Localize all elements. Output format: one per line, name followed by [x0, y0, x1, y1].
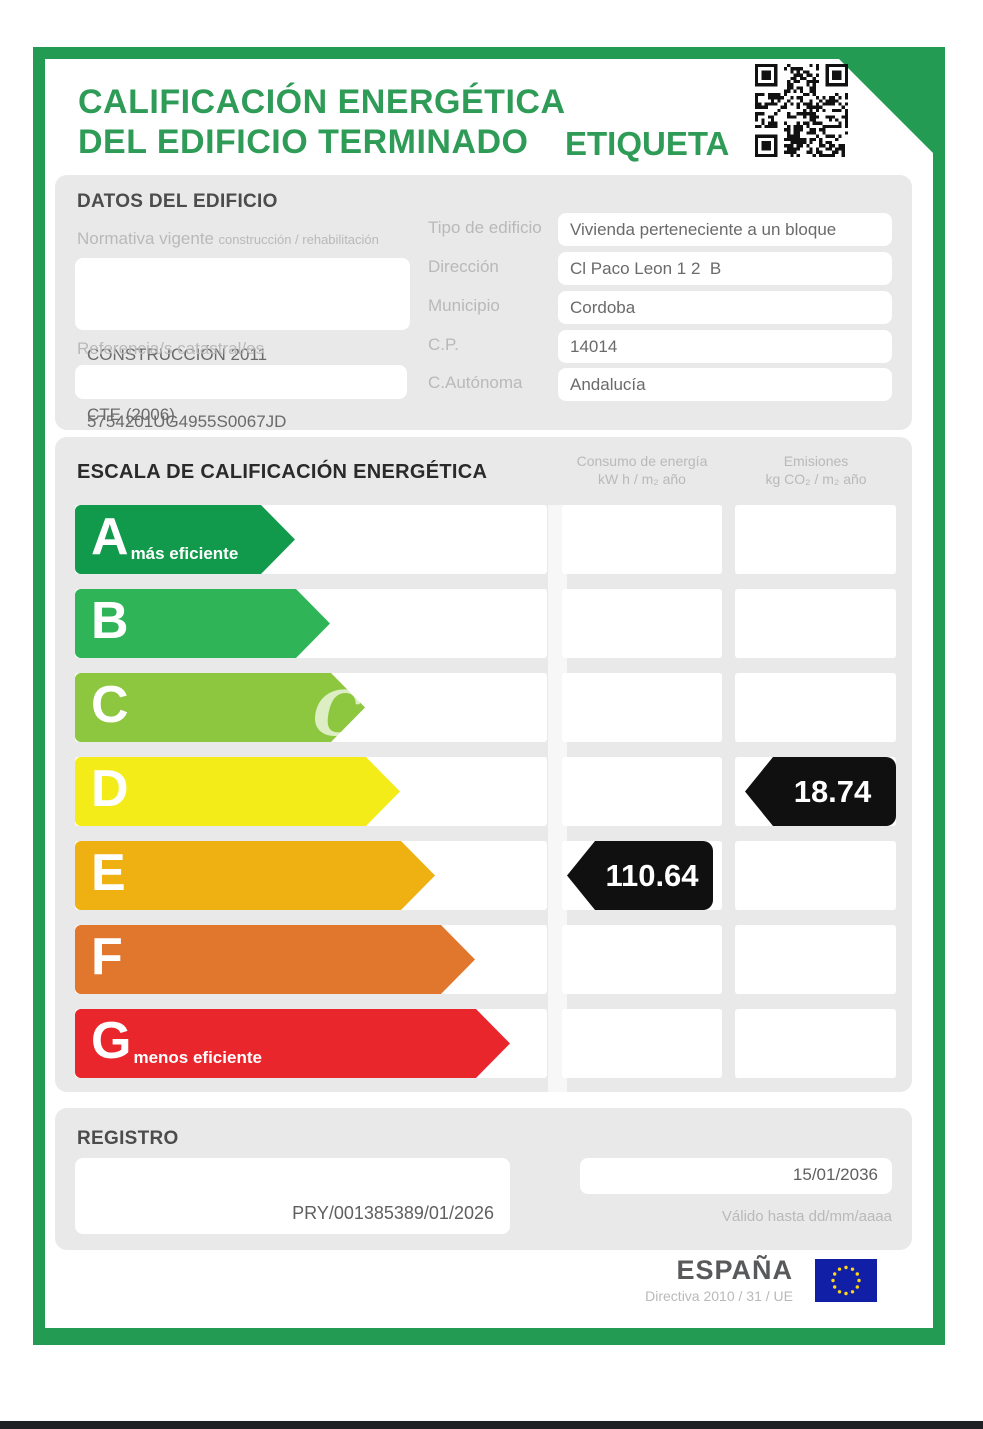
- valid-until-date: 15/01/2036: [792, 1165, 878, 1184]
- field-label-direccion: Dirección: [428, 257, 499, 276]
- scale-row-e: E 110.64: [55, 841, 912, 910]
- rating-bar-c: C: [75, 673, 365, 742]
- scale-section-title: ESCALA DE CALIFICACIÓN ENERGÉTICA: [77, 461, 488, 483]
- scale-row-d: D 18.74: [55, 757, 912, 826]
- referencia-label: Referencia/s catastral/es: [77, 339, 265, 358]
- field-value-municipio: Cordoba: [558, 291, 892, 324]
- rating-bar-f: F: [75, 925, 475, 994]
- footer-country-block: ESPAÑA Directiva 2010 / 31 / UE: [645, 1255, 793, 1304]
- registry-section-title: REGISTRO: [77, 1128, 179, 1149]
- rating-bar-d: D: [75, 757, 400, 826]
- emisiones-column-header: Emisiones kg CO₂ / m₂ año: [765, 453, 867, 487]
- registry-number-box: PRY/001385389/01/2026: [75, 1158, 510, 1234]
- building-section-title: DATOS DEL EDIFICIO: [77, 191, 278, 212]
- qr-code-icon: [755, 64, 848, 157]
- bottom-black-bar: [0, 1421, 983, 1429]
- normativa-label: Normativa vigente: [77, 229, 215, 248]
- rating-bar-b: B: [75, 589, 330, 658]
- field-value-cp: 14014: [558, 330, 892, 363]
- normativa-sublabel: construcción / rehabilitación: [218, 232, 379, 247]
- registry-number: PRY/001385389/01/2026: [292, 1203, 494, 1223]
- page-title-line1: CALIFICACIÓN ENERGÉTICA: [78, 83, 566, 121]
- field-label-cp: C.P.: [428, 335, 459, 354]
- consumo-value-badge: 110.64: [567, 841, 713, 910]
- normativa-value-box: CONSTRUCCIÓN 2011 CTE (2006): [75, 258, 410, 424]
- country-label: ESPAÑA: [676, 1255, 793, 1285]
- rating-bar-e: E: [75, 841, 435, 910]
- energy-scale-panel: ESCALA DE CALIFICACIÓN ENERGÉTICA Consum…: [55, 437, 912, 1146]
- certificate-frame: CALIFICACIÓN ENERGÉTICA DEL EDIFICIO TER…: [33, 47, 945, 1345]
- field-label-cautonoma: C.Autónoma: [428, 373, 523, 392]
- referencia-value: 5754201UG4955S0067JD: [87, 412, 287, 431]
- scale-row-b: B: [55, 589, 912, 658]
- field-value-cautonoma: Andalucía: [558, 368, 892, 401]
- field-label-tipo: Tipo de edificio: [428, 218, 542, 237]
- referencia-value-box: 5754201UG4955S0067JD: [75, 365, 407, 431]
- valid-until-label: Válido hasta dd/mm/aaaa: [721, 1208, 892, 1225]
- building-data-panel: DATOS DEL EDIFICIO Normativa vigente con…: [55, 175, 912, 431]
- directive-label: Directiva 2010 / 31 / UE: [645, 1288, 793, 1304]
- field-label-municipio: Municipio: [428, 296, 500, 315]
- valid-until-box: 15/01/2036: [580, 1158, 892, 1194]
- corner-fold-decoration: [839, 59, 933, 153]
- normativa-value-line1: CONSTRUCCIÓN 2011: [87, 345, 268, 364]
- registry-panel: REGISTRO PRY/001385389/01/2026 15/01/203…: [55, 1108, 912, 1250]
- scale-row-f: F: [55, 925, 912, 994]
- page-title-line2: DEL EDIFICIO TERMINADO: [78, 123, 529, 161]
- normativa-value-line2: CTE (2006): [87, 405, 175, 424]
- emisiones-value-badge: 18.74: [745, 757, 896, 826]
- scale-row-c: C: [55, 673, 912, 742]
- field-value-tipo: Vivienda perteneciente a un bloque: [558, 213, 892, 246]
- etiqueta-label: ETIQUETA: [565, 125, 730, 162]
- eu-flag-icon: [815, 1259, 877, 1302]
- consumo-column-header: Consumo de energía kW h / m₂ año: [576, 453, 708, 487]
- field-value-direccion: Cl Paco Leon 1 2 B: [558, 252, 892, 285]
